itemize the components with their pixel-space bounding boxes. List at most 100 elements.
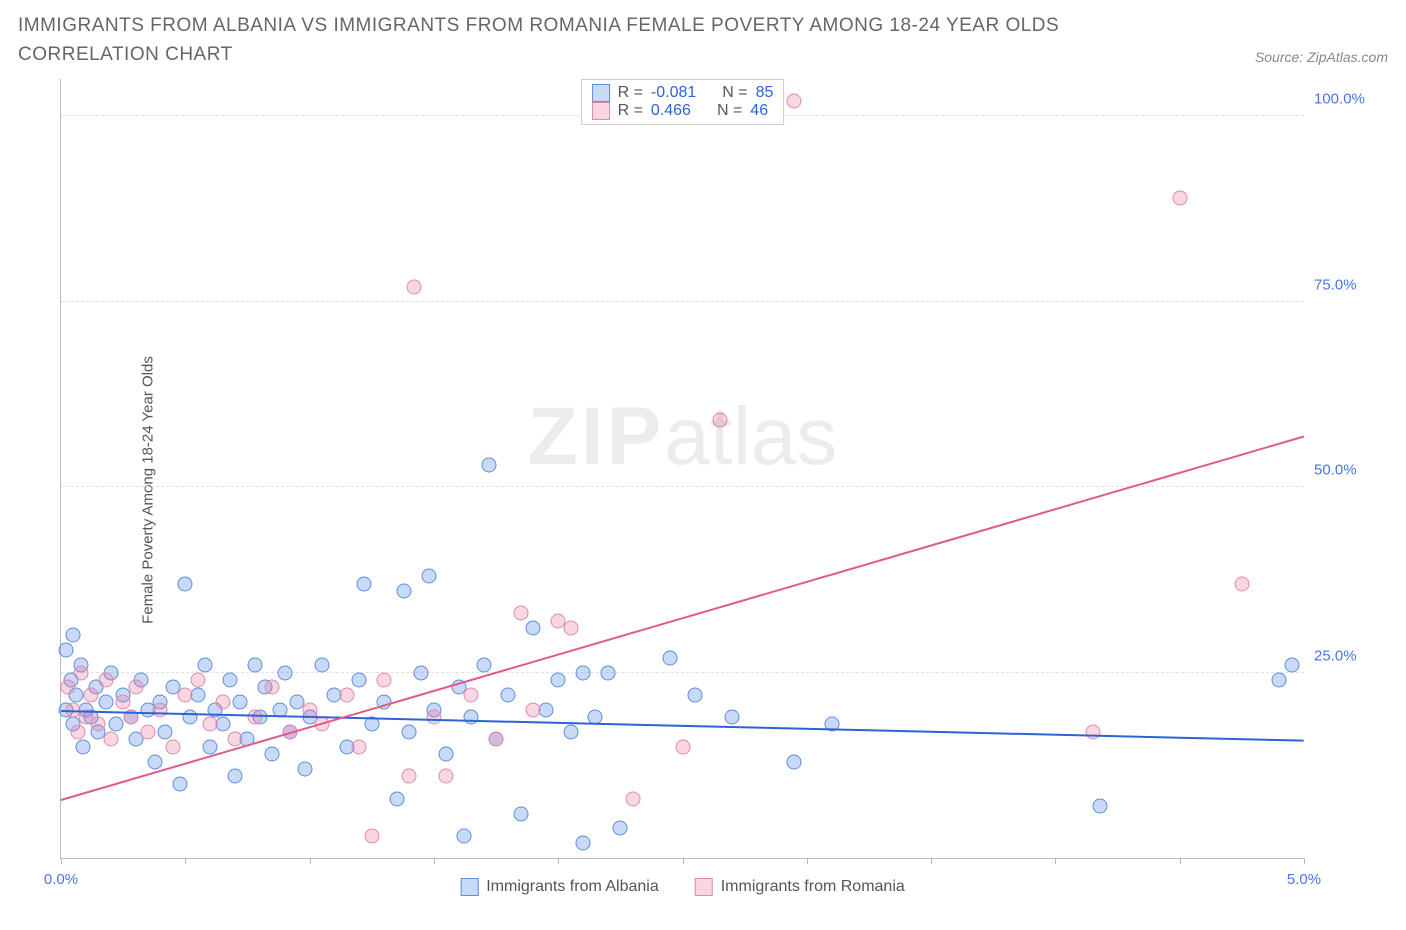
legend-n-value: 46 [750, 102, 768, 120]
scatter-point [489, 732, 504, 747]
scatter-point [232, 695, 247, 710]
scatter-point [352, 739, 367, 754]
scatter-point [464, 710, 479, 725]
chart-container: Female Poverty Among 18-24 Year Olds ZIP… [18, 75, 1388, 905]
scatter-point [1284, 658, 1299, 673]
scatter-point [91, 717, 106, 732]
scatter-point [389, 791, 404, 806]
scatter-point [402, 769, 417, 784]
scatter-point [215, 695, 230, 710]
scatter-point [98, 672, 113, 687]
scatter-point [787, 94, 802, 109]
x-tick-label: 5.0% [1287, 871, 1321, 888]
scatter-point [128, 680, 143, 695]
scatter-point [198, 658, 213, 673]
scatter-point [108, 717, 123, 732]
x-tick [1055, 858, 1056, 864]
scatter-point [576, 836, 591, 851]
legend-r-value: 0.466 [651, 102, 691, 120]
scatter-point [456, 828, 471, 843]
scatter-point [501, 687, 516, 702]
scatter-point [397, 583, 412, 598]
legend-n-label: N = [722, 84, 747, 102]
scatter-point [228, 769, 243, 784]
scatter-point [402, 724, 417, 739]
scatter-point [563, 621, 578, 636]
legend-swatch [695, 878, 713, 896]
scatter-point [265, 680, 280, 695]
chart-header: IMMIGRANTS FROM ALBANIA VS IMMIGRANTS FR… [18, 12, 1388, 69]
x-tick [1304, 858, 1305, 864]
scatter-point [66, 628, 81, 643]
legend-n-label: N = [717, 102, 742, 120]
gridline [61, 486, 1304, 487]
scatter-point [613, 821, 628, 836]
legend-swatch [460, 878, 478, 896]
chart-title: IMMIGRANTS FROM ALBANIA VS IMMIGRANTS FR… [18, 12, 1118, 69]
scatter-point [1272, 672, 1287, 687]
scatter-point [315, 658, 330, 673]
chart-source: Source: ZipAtlas.com [1255, 49, 1388, 69]
scatter-point [103, 732, 118, 747]
scatter-point [61, 680, 76, 695]
y-tick-label: 50.0% [1314, 462, 1378, 479]
scatter-point [73, 665, 88, 680]
scatter-point [439, 747, 454, 762]
scatter-point [576, 665, 591, 680]
scatter-point [1093, 799, 1108, 814]
legend-r-value: -0.081 [651, 84, 696, 102]
x-tick [434, 858, 435, 864]
scatter-point [71, 724, 86, 739]
scatter-point [153, 702, 168, 717]
scatter-point [203, 739, 218, 754]
scatter-point [223, 672, 238, 687]
plot-area: ZIPatlas R =-0.081N =85R =0.466N =46 Imm… [60, 79, 1304, 859]
x-tick [185, 858, 186, 864]
scatter-point [625, 791, 640, 806]
y-tick-label: 75.0% [1314, 276, 1378, 293]
x-tick [61, 858, 62, 864]
scatter-point [787, 754, 802, 769]
watermark: ZIPatlas [528, 390, 838, 484]
scatter-point [513, 806, 528, 821]
scatter-point [481, 457, 496, 472]
legend-stats: R =-0.081N =85R =0.466N =46 [581, 79, 785, 125]
x-tick [310, 858, 311, 864]
scatter-point [76, 739, 91, 754]
x-tick [683, 858, 684, 864]
scatter-point [116, 695, 131, 710]
scatter-point [414, 665, 429, 680]
scatter-point [357, 576, 372, 591]
scatter-point [183, 710, 198, 725]
scatter-point [158, 724, 173, 739]
scatter-point [203, 717, 218, 732]
scatter-point [352, 672, 367, 687]
legend-r-label: R = [618, 84, 643, 102]
legend-item: Immigrants from Romania [695, 878, 905, 896]
x-tick [931, 858, 932, 864]
scatter-point [98, 695, 113, 710]
scatter-point [228, 732, 243, 747]
scatter-point [247, 710, 262, 725]
scatter-point [83, 687, 98, 702]
legend-swatch [592, 84, 610, 102]
scatter-point [526, 702, 541, 717]
gridline [61, 672, 1304, 673]
x-tick [558, 858, 559, 864]
scatter-point [712, 413, 727, 428]
scatter-point [141, 724, 156, 739]
legend-series: Immigrants from AlbaniaImmigrants from R… [460, 878, 905, 896]
scatter-point [663, 650, 678, 665]
scatter-point [265, 747, 280, 762]
scatter-point [190, 672, 205, 687]
scatter-point [173, 776, 188, 791]
scatter-point [464, 687, 479, 702]
scatter-point [426, 710, 441, 725]
scatter-point [551, 672, 566, 687]
scatter-point [600, 665, 615, 680]
x-tick [807, 858, 808, 864]
scatter-point [247, 658, 262, 673]
scatter-point [339, 687, 354, 702]
scatter-point [178, 687, 193, 702]
scatter-point [178, 576, 193, 591]
